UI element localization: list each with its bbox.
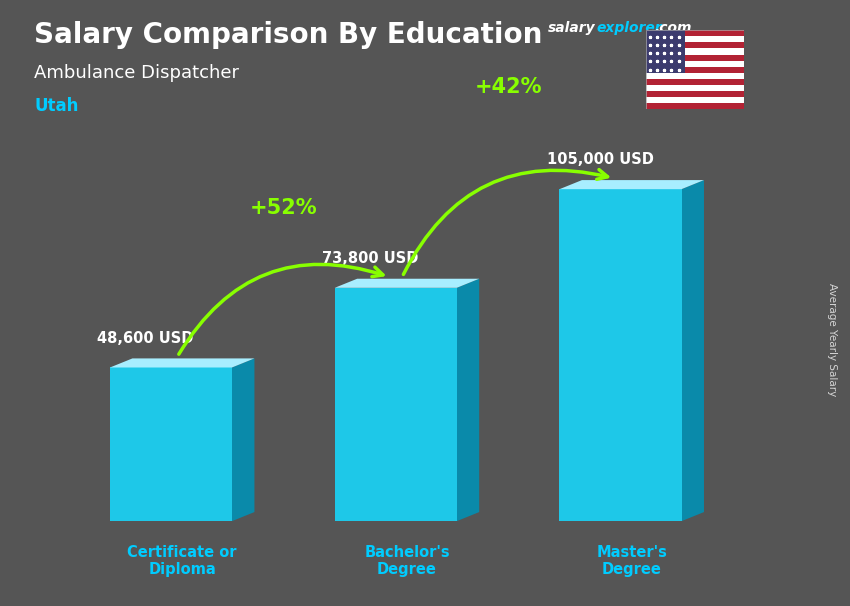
Polygon shape xyxy=(559,180,704,189)
Text: Salary Comparison By Education: Salary Comparison By Education xyxy=(34,21,542,49)
Bar xyxy=(646,36,744,42)
Text: explorer: explorer xyxy=(597,21,662,35)
Bar xyxy=(646,55,744,61)
Bar xyxy=(646,79,744,85)
Text: 48,600 USD: 48,600 USD xyxy=(97,331,194,345)
Bar xyxy=(646,73,744,79)
Polygon shape xyxy=(456,279,479,521)
Polygon shape xyxy=(335,288,456,521)
Text: .com: .com xyxy=(654,21,692,35)
Text: +52%: +52% xyxy=(250,198,317,218)
Text: salary: salary xyxy=(548,21,596,35)
Text: Ambulance Dispatcher: Ambulance Dispatcher xyxy=(34,64,239,82)
Text: +42%: +42% xyxy=(474,78,541,98)
Bar xyxy=(646,30,685,73)
Bar xyxy=(646,97,744,103)
Bar xyxy=(646,91,744,97)
Bar xyxy=(646,48,744,55)
Polygon shape xyxy=(110,367,232,521)
Text: Master's
Degree: Master's Degree xyxy=(597,545,667,577)
Bar xyxy=(646,30,744,36)
Polygon shape xyxy=(110,358,254,367)
Text: Utah: Utah xyxy=(34,97,78,115)
Polygon shape xyxy=(559,189,682,521)
Text: Certificate or
Diploma: Certificate or Diploma xyxy=(128,545,237,577)
Text: 73,800 USD: 73,800 USD xyxy=(322,251,418,266)
Polygon shape xyxy=(682,180,704,521)
Bar xyxy=(646,103,744,109)
Text: Average Yearly Salary: Average Yearly Salary xyxy=(827,283,837,396)
Text: Bachelor's
Degree: Bachelor's Degree xyxy=(364,545,450,577)
Bar xyxy=(646,67,744,73)
Polygon shape xyxy=(335,279,479,288)
Bar xyxy=(646,85,744,91)
Text: 105,000 USD: 105,000 USD xyxy=(547,152,654,167)
Polygon shape xyxy=(232,358,254,521)
Bar xyxy=(646,42,744,48)
Bar xyxy=(646,61,744,67)
